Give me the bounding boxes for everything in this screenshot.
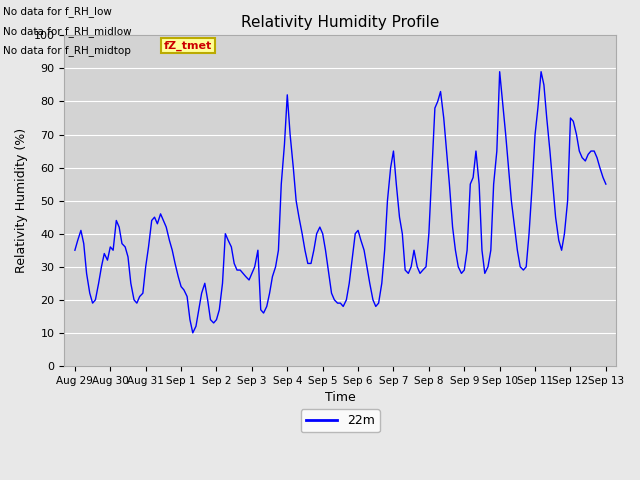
Text: fZ_tmet: fZ_tmet [164,40,212,50]
Text: No data for f_RH_midtop: No data for f_RH_midtop [3,45,131,56]
Y-axis label: Relativity Humidity (%): Relativity Humidity (%) [15,128,28,273]
Legend: 22m: 22m [301,409,380,432]
Text: No data for f_RH_midlow: No data for f_RH_midlow [3,25,132,36]
X-axis label: Time: Time [325,391,356,404]
Title: Relativity Humidity Profile: Relativity Humidity Profile [241,15,440,30]
Text: No data for f_RH_low: No data for f_RH_low [3,6,112,17]
